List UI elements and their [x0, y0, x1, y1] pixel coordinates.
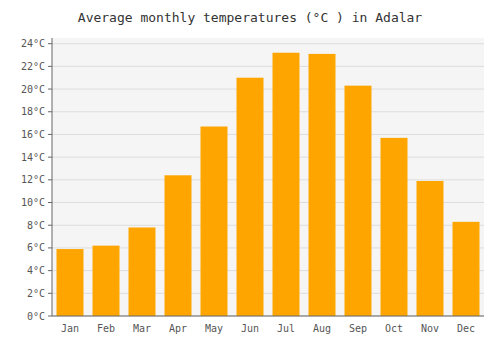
x-tick-label: Jun: [241, 323, 259, 334]
bar: [453, 222, 480, 316]
y-tick: [48, 66, 52, 67]
bar: [165, 175, 192, 316]
bar: [381, 138, 408, 316]
y-tick-label: 0°C: [27, 311, 45, 322]
y-tick-label: 16°C: [21, 129, 45, 140]
grid: [52, 44, 484, 316]
bar: [237, 78, 264, 316]
y-tick-label: 18°C: [21, 106, 45, 117]
x-tick-label: Feb: [97, 323, 115, 334]
y-tick: [48, 43, 52, 44]
y-tick: [48, 270, 52, 271]
y-tick-label: 2°C: [27, 288, 45, 299]
bar: [93, 246, 120, 316]
x-tick-label: Apr: [169, 323, 187, 334]
bar: [57, 249, 84, 316]
y-axis: 0°C 2°C 4°C 6°C 8°C 10°C 12°C 14°C 16°C 18°C 20°C 2…: [21, 38, 52, 321]
y-tick-label: 4°C: [27, 265, 45, 276]
x-tick-label: Aug: [313, 323, 331, 334]
y-tick: [48, 225, 52, 226]
y-tick: [48, 134, 52, 135]
y-tick-label: 10°C: [21, 197, 45, 208]
bar: [345, 86, 372, 316]
x-tick-label: Mar: [133, 323, 151, 334]
y-tick-label: 8°C: [27, 220, 45, 231]
bar: [309, 54, 336, 316]
grid-line: [52, 66, 484, 67]
y-tick: [48, 89, 52, 90]
y-tick: [48, 316, 52, 317]
x-tick-label: Jan: [61, 323, 79, 334]
plot-area: [52, 38, 484, 316]
grid-line: [52, 316, 484, 317]
bar: [417, 181, 444, 316]
y-tick-label: 22°C: [21, 61, 45, 72]
x-axis: Jan Feb Mar Apr May Jun Jul Aug Sep Oct Nov Dec: [61, 323, 475, 334]
y-tick: [48, 179, 52, 180]
y-tick-label: 12°C: [21, 174, 45, 185]
bar: [129, 227, 156, 316]
x-tick-label: Dec: [457, 323, 475, 334]
x-tick-label: Oct: [385, 323, 403, 334]
y-tick-label: 24°C: [21, 38, 45, 49]
y-axis-line: [52, 38, 53, 316]
grid-line: [52, 111, 484, 112]
y-tick: [48, 247, 52, 248]
y-tick: [48, 157, 52, 158]
y-tick: [48, 202, 52, 203]
x-tick-label: May: [205, 323, 223, 334]
grid-line: [52, 43, 484, 44]
bars: [57, 53, 480, 316]
bar: [201, 127, 228, 316]
y-tick-label: 20°C: [21, 84, 45, 95]
x-tick-label: Jul: [277, 323, 295, 334]
bar: [273, 53, 300, 316]
grid-line: [52, 89, 484, 90]
x-tick-label: Nov: [421, 323, 439, 334]
chart: 0°C 2°C 4°C 6°C 8°C 10°C 12°C 14°C 16°C 18°C 20°C 2…: [0, 0, 500, 350]
y-tick-label: 14°C: [21, 152, 45, 163]
y-tick-label: 6°C: [27, 242, 45, 253]
title: Average monthly temperatures (°C ) in Ad…: [78, 10, 423, 25]
x-tick-label: Sep: [349, 323, 367, 334]
y-tick: [48, 111, 52, 112]
y-tick: [48, 293, 52, 294]
x-axis-line: [52, 316, 484, 317]
grid-line: [52, 179, 484, 180]
grid-line: [52, 157, 484, 158]
grid-line: [52, 134, 484, 135]
